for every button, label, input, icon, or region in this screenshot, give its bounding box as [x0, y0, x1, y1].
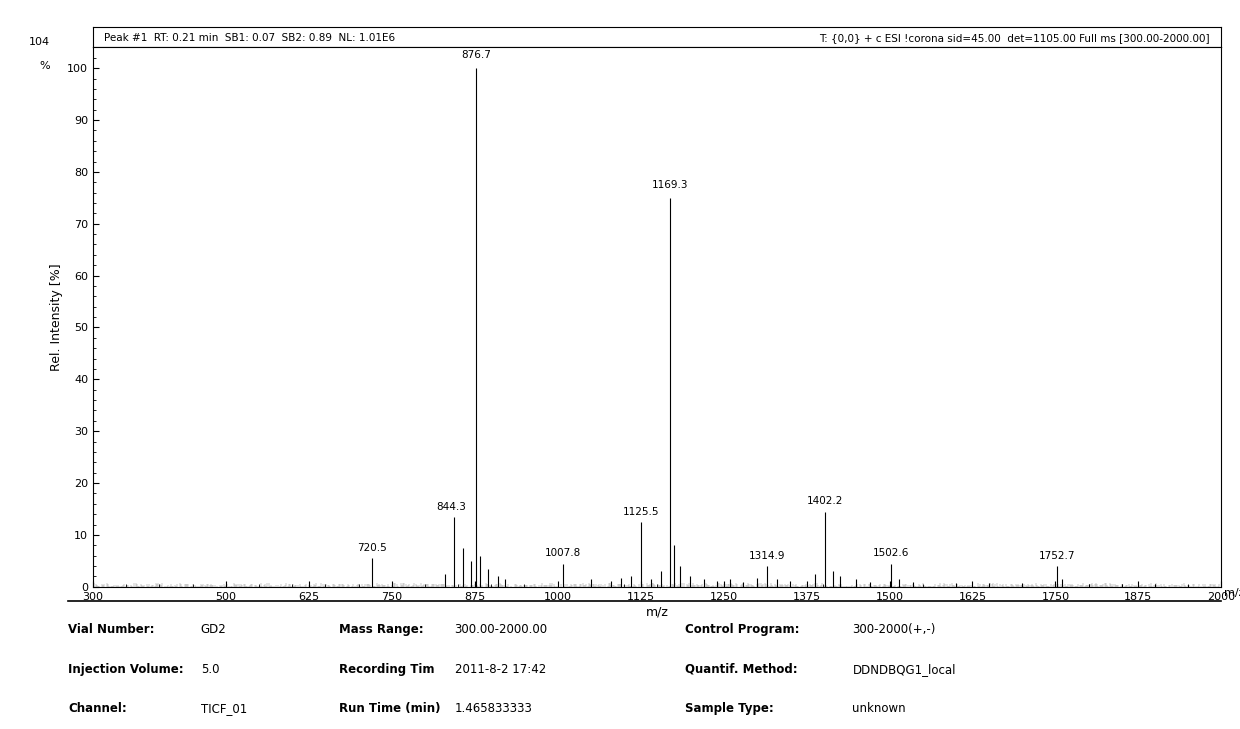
Text: Peak #1  RT: 0.21 min  SB1: 0.07  SB2: 0.89  NL: 1.01E6: Peak #1 RT: 0.21 min SB1: 0.07 SB2: 0.89…	[104, 34, 396, 43]
Text: 1.465833333: 1.465833333	[455, 702, 532, 715]
Text: Sample Type:: Sample Type:	[686, 702, 774, 715]
Text: Control Program:: Control Program:	[686, 623, 800, 636]
Text: 720.5: 720.5	[357, 543, 387, 553]
Text: T: {0,0} + c ESI !corona sid=45.00  det=1105.00 Full ms [300.00-2000.00]: T: {0,0} + c ESI !corona sid=45.00 det=1…	[820, 34, 1210, 43]
Text: unknown: unknown	[852, 702, 906, 715]
Text: GD2: GD2	[201, 623, 227, 636]
Text: 300-2000(+,-): 300-2000(+,-)	[852, 623, 936, 636]
X-axis label: m/z: m/z	[646, 606, 668, 619]
Y-axis label: Rel. Intensity [%]: Rel. Intensity [%]	[50, 263, 63, 371]
Text: 1125.5: 1125.5	[622, 507, 660, 517]
Text: 876.7: 876.7	[461, 50, 491, 61]
Text: %: %	[40, 61, 50, 71]
Text: 1007.8: 1007.8	[544, 548, 580, 558]
Text: 2011-8-2 17:42: 2011-8-2 17:42	[455, 663, 546, 676]
Text: 844.3: 844.3	[436, 502, 466, 512]
Text: Injection Volume:: Injection Volume:	[68, 663, 184, 676]
Text: Vial Number:: Vial Number:	[68, 623, 155, 636]
Text: Mass Range:: Mass Range:	[340, 623, 424, 636]
Text: 104: 104	[29, 37, 50, 47]
Text: 1169.3: 1169.3	[652, 180, 688, 190]
Text: 1402.2: 1402.2	[806, 496, 843, 507]
Text: Run Time (min): Run Time (min)	[340, 702, 440, 715]
Text: 5.0: 5.0	[201, 663, 219, 676]
Text: m/z: m/z	[1224, 588, 1240, 598]
Text: DDNDBQG1_local: DDNDBQG1_local	[852, 663, 956, 676]
Text: 1752.7: 1752.7	[1039, 551, 1075, 561]
Text: Recording Tim: Recording Tim	[340, 663, 435, 676]
Text: 1502.6: 1502.6	[873, 548, 909, 558]
Text: 1314.9: 1314.9	[749, 551, 785, 561]
Text: TICF_01: TICF_01	[201, 702, 247, 715]
Text: Quantif. Method:: Quantif. Method:	[686, 663, 797, 676]
Text: Channel:: Channel:	[68, 702, 126, 715]
Text: 300.00-2000.00: 300.00-2000.00	[455, 623, 548, 636]
